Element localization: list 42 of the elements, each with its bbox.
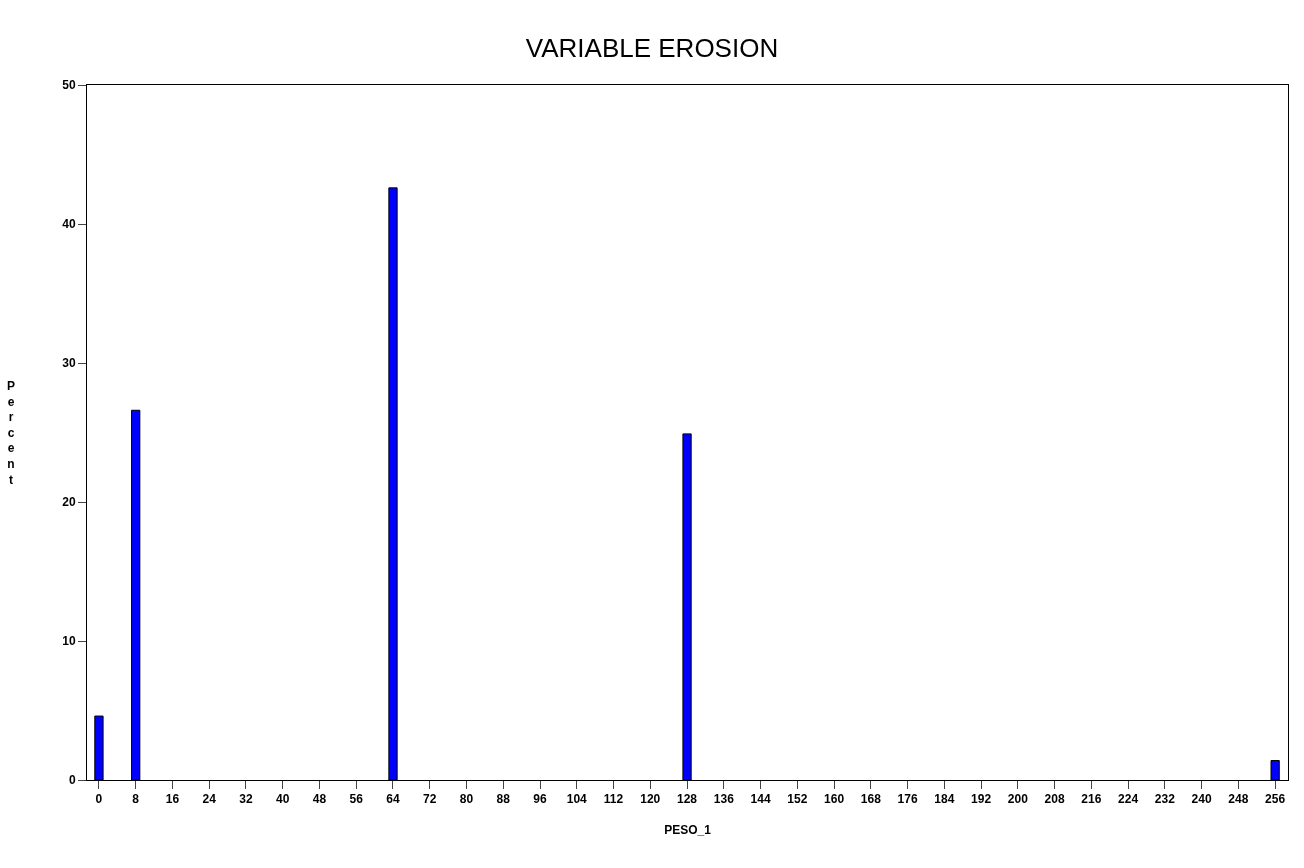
x-tick-label: 152 [787,792,808,807]
x-tick-label: 176 [897,792,918,807]
x-tick-label: 224 [1118,792,1139,807]
x-tick-label: 104 [566,792,588,807]
x-tick-label: 72 [423,792,437,807]
chart-title: VARIABLE EROSION [525,33,779,64]
y-tick-label: 20 [62,495,76,510]
x-tick-label: 136 [713,792,735,807]
x-tick-label: 56 [349,792,364,807]
x-tick-label: 32 [239,792,253,807]
y-tick-label: 10 [62,634,76,649]
x-tick-label: 208 [1044,792,1065,807]
y-tick-label: 0 [68,773,76,788]
y-axis-title: Percent [7,379,16,487]
x-tick-label: 144 [750,792,771,807]
x-tick-label: 96 [533,792,548,807]
x-tick-label: 16 [165,792,180,807]
x-tick-label: 240 [1191,792,1212,807]
x-tick-label: 40 [276,792,290,807]
x-tick-label: 112 [603,792,624,807]
x-tick-label: 160 [824,792,845,807]
y-tick-label: 50 [62,78,76,93]
x-tick-label: 128 [677,792,698,807]
x-tick-label: 232 [1154,792,1176,807]
x-tick-label: 0 [95,792,103,807]
y-tick-label: 40 [62,217,76,232]
x-tick-label: 8 [132,792,140,807]
x-tick-label: 24 [202,792,217,807]
x-axis-title: PESO_1 [664,823,712,838]
x-tick-label: 216 [1081,792,1102,807]
y-tick-label: 30 [62,356,76,371]
x-tick-label: 192 [971,792,992,807]
x-tick-label: 200 [1007,792,1029,807]
x-tick-label: 88 [496,792,511,807]
x-tick-label: 184 [934,792,955,807]
x-tick-label: 64 [386,792,400,807]
x-tick-label: 256 [1265,792,1286,807]
x-tick-label: 248 [1228,792,1249,807]
x-tick-label: 48 [312,792,327,807]
x-tick-label: 120 [640,792,661,807]
x-tick-label: 80 [459,792,474,807]
x-tick-label: 168 [860,792,882,807]
